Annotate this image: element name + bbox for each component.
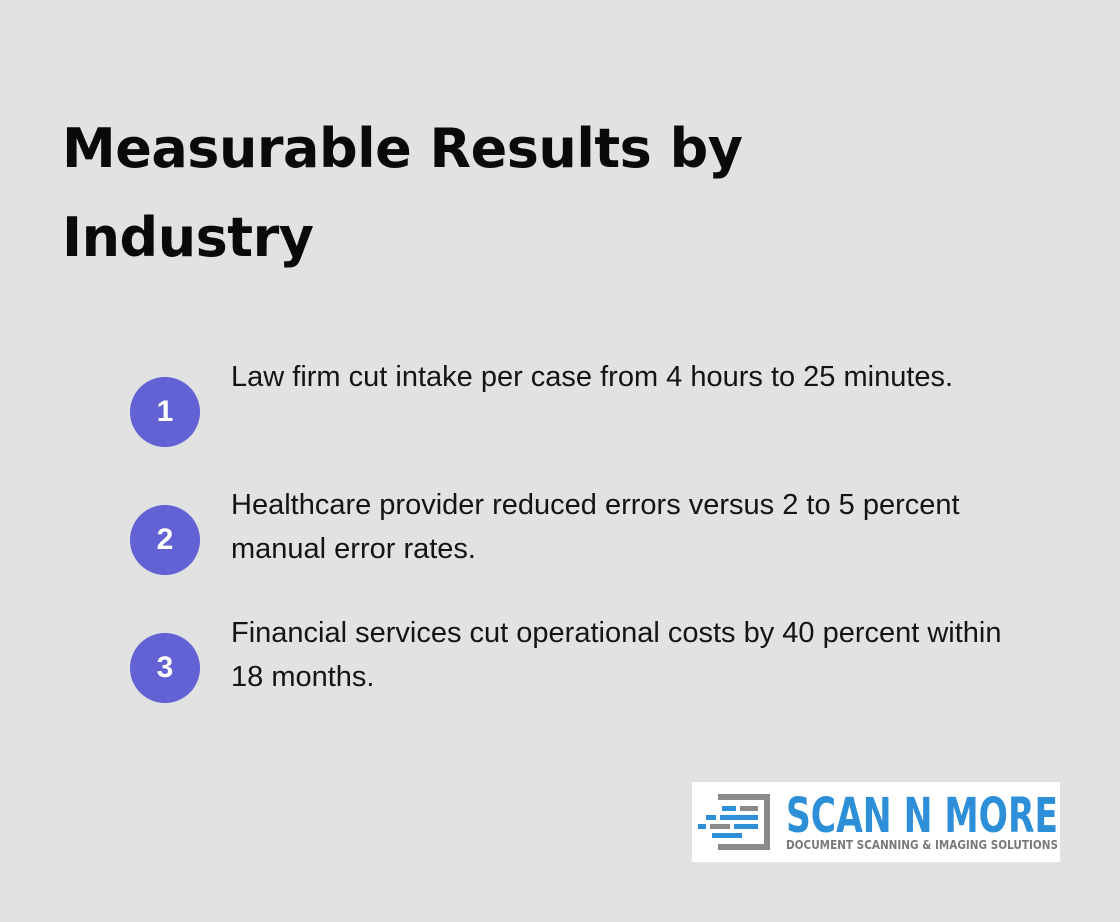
list-item: 2 Healthcare provider reduced errors vers…	[130, 489, 1030, 595]
item-text: Healthcare provider reduced errors versu…	[231, 489, 960, 565]
item-number: 2	[130, 505, 200, 575]
item-text: Financial services cut operational costs…	[231, 617, 1002, 693]
item-number: 3	[130, 633, 200, 703]
logo-tagline: DOCUMENT SCANNING & IMAGING SOLUTIONS	[786, 838, 1058, 852]
title: Measurable Results by Industry	[62, 117, 743, 269]
logo-icon	[698, 794, 770, 850]
logo-name: SCAN N MORE	[786, 788, 1058, 844]
list-item: 1 Law firm cut intake per case from 4 hou…	[130, 361, 1030, 467]
item-number: 1	[130, 377, 200, 447]
logo: SCAN N MORE DOCUMENT SCANNING & IMAGING …	[692, 782, 1060, 862]
list-item: 3 Financial services cut operational cost…	[130, 617, 1030, 723]
item-text: Law firm cut intake per case from 4 hour…	[231, 361, 954, 393]
